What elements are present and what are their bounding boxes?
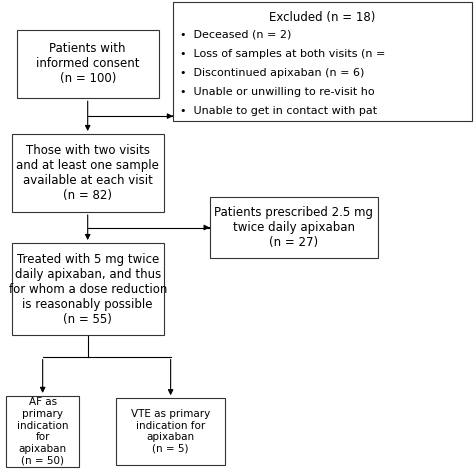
- Text: •  Loss of samples at both visits (n =: • Loss of samples at both visits (n =: [180, 49, 385, 59]
- Bar: [210, 197, 378, 258]
- Text: Patients with
informed consent
(n = 100): Patients with informed consent (n = 100): [36, 43, 139, 85]
- Text: •  Unable or unwilling to re-visit ho: • Unable or unwilling to re-visit ho: [180, 87, 375, 97]
- Bar: [12, 243, 164, 336]
- Bar: [17, 30, 159, 99]
- Bar: [173, 2, 472, 121]
- Text: Patients prescribed 2.5 mg
twice daily apixaban
(n = 27): Patients prescribed 2.5 mg twice daily a…: [214, 206, 374, 249]
- Text: Treated with 5 mg twice
daily apixaban, and thus
for whom a dose reduction
is re: Treated with 5 mg twice daily apixaban, …: [9, 253, 167, 326]
- Bar: [116, 398, 225, 465]
- Text: VTE as primary
indication for
apixaban
(n = 5): VTE as primary indication for apixaban (…: [131, 409, 210, 454]
- Bar: [6, 396, 79, 467]
- Text: Excluded (n = 18): Excluded (n = 18): [269, 11, 375, 24]
- Text: •  Deceased (n = 2): • Deceased (n = 2): [180, 30, 292, 40]
- Text: •  Unable to get in contact with pat: • Unable to get in contact with pat: [180, 106, 377, 116]
- Text: •  Discontinued apixaban (n = 6): • Discontinued apixaban (n = 6): [180, 68, 365, 78]
- Text: AF as
primary
indication
for
apixaban
(n = 50): AF as primary indication for apixaban (n…: [17, 397, 68, 465]
- Text: Those with two visits
and at least one sample
available at each visit
(n = 82): Those with two visits and at least one s…: [16, 144, 159, 202]
- Bar: [12, 134, 164, 212]
